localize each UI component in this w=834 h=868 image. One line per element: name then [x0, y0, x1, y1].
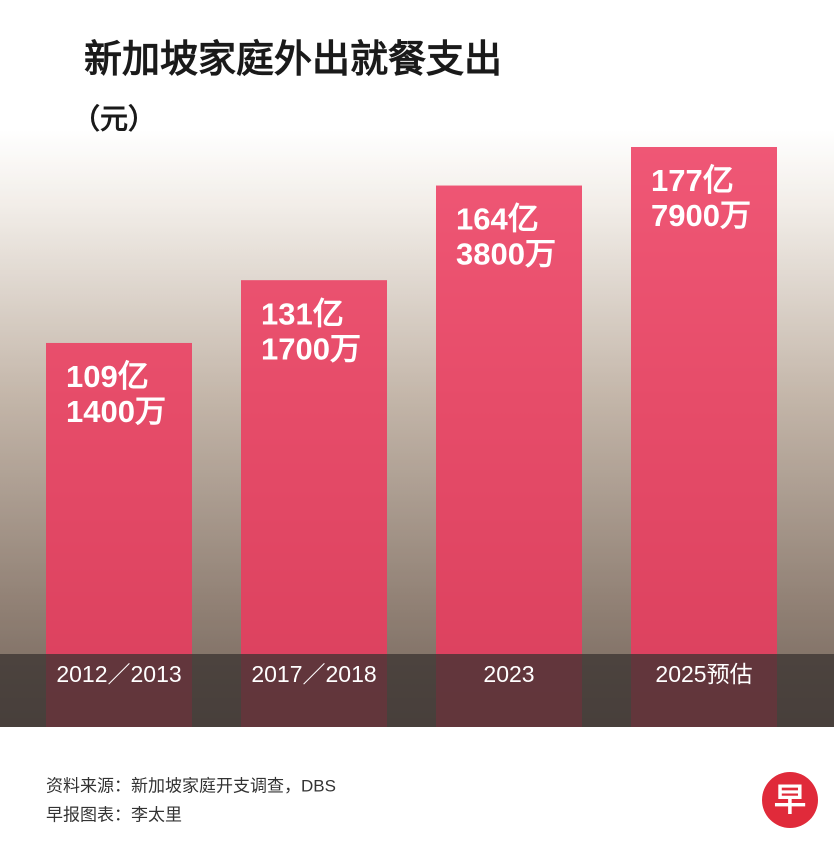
x-tick-label: 2017／2018 — [251, 661, 376, 687]
source-note: 资料来源：新加坡家庭开支调查，DBS — [46, 776, 336, 795]
logo-circle — [762, 772, 818, 828]
x-tick-label: 2025预估 — [655, 661, 752, 687]
chart-title: 新加坡家庭外出就餐支出 — [84, 38, 502, 81]
value-label: 131亿 — [261, 296, 344, 331]
value-label: 177亿 — [651, 163, 734, 198]
credit-note: 早报图表：李太里 — [46, 805, 182, 824]
x-tick-label: 2012／2013 — [56, 661, 181, 687]
bar — [631, 147, 777, 727]
value-label: 1400万 — [66, 394, 166, 429]
bar — [436, 185, 582, 727]
x-tick-label: 2023 — [483, 661, 534, 687]
value-label: 1700万 — [261, 331, 361, 366]
value-label: 109亿 — [66, 359, 149, 394]
value-label: 3800万 — [456, 237, 556, 272]
value-label: 164亿 — [456, 202, 539, 237]
logo: 早 — [774, 781, 806, 817]
chart-subtitle: （元） — [72, 102, 156, 134]
category-band — [0, 654, 834, 727]
bar — [241, 280, 387, 727]
value-label: 7900万 — [651, 198, 751, 233]
